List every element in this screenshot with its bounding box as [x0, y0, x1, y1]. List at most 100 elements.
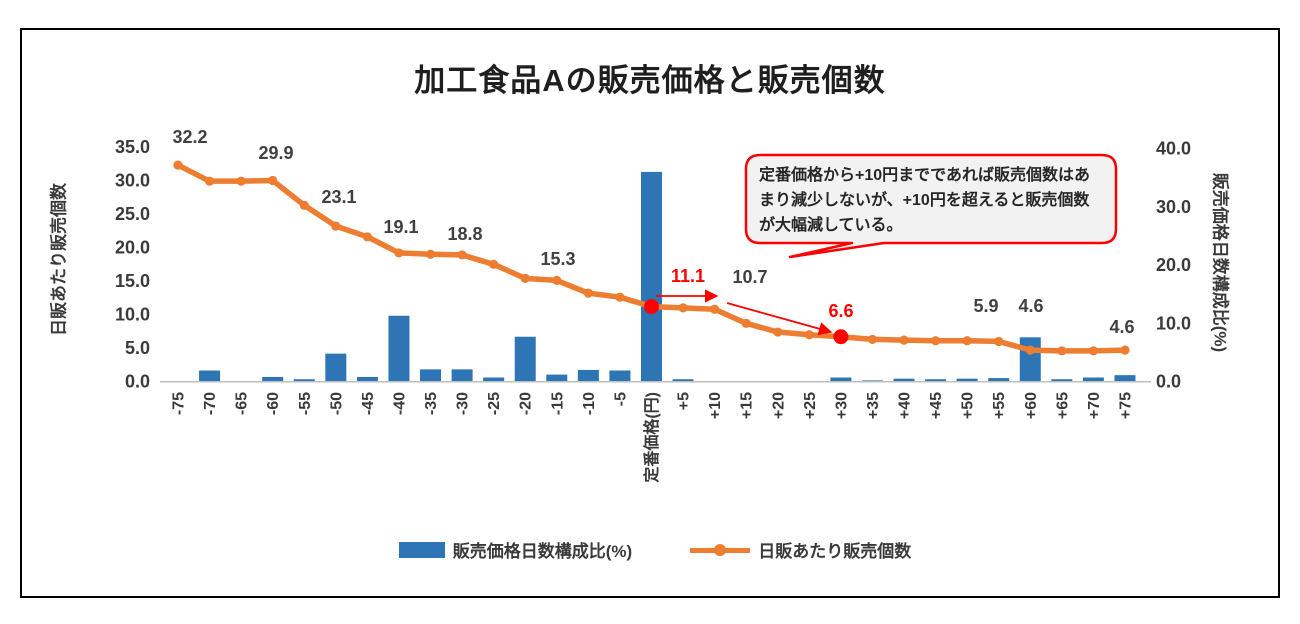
line-marker: [268, 175, 278, 186]
x-category-label: +60: [1023, 392, 1040, 419]
legend-item-line-series: 日販あたり販売個数: [690, 537, 911, 562]
bar: [546, 374, 568, 381]
bar: [1051, 379, 1073, 381]
left-tick-label: 20.0: [115, 237, 150, 257]
line-marker: [425, 249, 436, 259]
data-label: 5.9: [973, 296, 998, 316]
bar: [483, 377, 505, 381]
bar-series-label: 販売価格日数構成比(%): [452, 542, 633, 561]
line-series-swatch: [690, 542, 751, 558]
line-marker: [773, 327, 783, 337]
line-marker: [362, 232, 372, 242]
bar: [672, 379, 694, 381]
x-category-label: -55: [297, 392, 314, 415]
annotation-callout: [744, 153, 1118, 259]
data-label: 4.6: [1018, 296, 1043, 316]
x-category-label: +30: [833, 392, 850, 419]
x-category-label: +45: [928, 392, 945, 419]
line-marker: [394, 248, 404, 258]
bar: [861, 380, 883, 381]
left-axis-ticks: 35.0 30.0 25.0 20.0 15.0 10.0 5.0 0.0: [115, 137, 150, 392]
arrow: [726, 302, 833, 336]
bar: [609, 370, 631, 381]
x-category-label: -10: [581, 392, 598, 415]
x-category-label: -75: [171, 392, 188, 415]
line-marker: [457, 250, 467, 260]
line-marker: [331, 221, 341, 231]
bar: [293, 379, 315, 381]
x-category-label: 定番価格(円): [642, 392, 661, 484]
line-marker: [236, 176, 246, 186]
line-marker: [204, 176, 215, 186]
data-label: 29.9: [258, 143, 293, 163]
line-marker: [962, 336, 972, 346]
data-label: 10.7: [732, 267, 767, 287]
highlight-dot: [643, 299, 659, 315]
x-category-label: -35: [423, 392, 440, 415]
left-tick-label: 35.0: [115, 137, 150, 157]
line-marker: [804, 330, 814, 340]
line-marker: [1057, 346, 1067, 356]
line-marker: [489, 259, 499, 269]
right-tick-label: 40.0: [1156, 139, 1191, 159]
x-category-label: -20: [518, 392, 535, 415]
line-series-label: 日販あたり販売個数: [758, 542, 912, 561]
data-label: 19.1: [383, 217, 418, 237]
x-category-label: -45: [360, 392, 377, 415]
bar: [325, 353, 347, 381]
line-marker: [552, 275, 562, 286]
right-tick-label: 0.0: [1156, 372, 1181, 392]
line-marker: [583, 288, 593, 298]
left-tick-label: 25.0: [115, 204, 150, 224]
bar: [1019, 337, 1041, 381]
bar-series: [199, 171, 1136, 381]
bar: [893, 378, 915, 381]
highlight-dot: [833, 329, 849, 345]
bar: [640, 171, 662, 381]
right-tick-label: 10.0: [1156, 313, 1191, 333]
line-marker: [1025, 345, 1035, 355]
annotation-text: 定番価格から+10円までであれば販売個数はあまり減少しないが、+10円を超えると…: [759, 167, 1090, 234]
x-category-label: +50: [960, 392, 977, 419]
bar: [1082, 377, 1104, 381]
x-category-label: +65: [1054, 392, 1071, 419]
line-marker: [520, 273, 530, 284]
x-category-label: -70: [202, 392, 219, 415]
x-category-label: -25: [486, 392, 503, 415]
bar: [956, 378, 978, 381]
left-tick-label: 0.0: [125, 372, 150, 392]
data-label: 11.1: [671, 266, 705, 286]
right-tick-label: 20.0: [1156, 255, 1191, 275]
chart-title: 加工食品Aの販売価格と販売個数: [414, 63, 886, 98]
line-marker: [867, 334, 878, 345]
line-marker: [741, 318, 751, 328]
x-category-label: +40: [897, 392, 914, 419]
bar: [988, 378, 1010, 381]
x-category-label: -5: [612, 392, 629, 406]
data-label: 6.6: [828, 301, 853, 321]
x-axis-labels: -75 -70 -65 -60 -55 -50 -45 -40 -35 -30 -25 -20 -15-…: [171, 392, 1135, 484]
bar: [451, 369, 473, 381]
data-label: 32.2: [172, 127, 207, 147]
x-category-label: +25: [802, 392, 819, 419]
bar: [262, 376, 284, 381]
left-tick-label: 15.0: [115, 271, 150, 291]
bar-series-swatch: [398, 541, 445, 558]
line-marker: [710, 304, 720, 314]
x-category-label: -30: [455, 392, 472, 415]
x-category-label: +75: [1117, 392, 1134, 419]
bar: [514, 336, 536, 381]
x-category-label: -40: [391, 392, 408, 415]
left-tick-label: 30.0: [115, 170, 150, 190]
bar: [925, 379, 947, 381]
x-category-label: +55: [991, 392, 1008, 419]
x-category-label: +20: [770, 392, 787, 419]
chart-legend: 販売価格日数構成比(%) 日販あたり販売個数: [160, 537, 1150, 562]
x-category-label: -50: [328, 392, 345, 415]
data-label: 23.1: [321, 187, 356, 207]
data-label: 18.8: [447, 224, 482, 244]
x-category-label: +10: [707, 392, 724, 419]
x-category-label: -15: [549, 392, 566, 415]
bar: [420, 369, 442, 381]
